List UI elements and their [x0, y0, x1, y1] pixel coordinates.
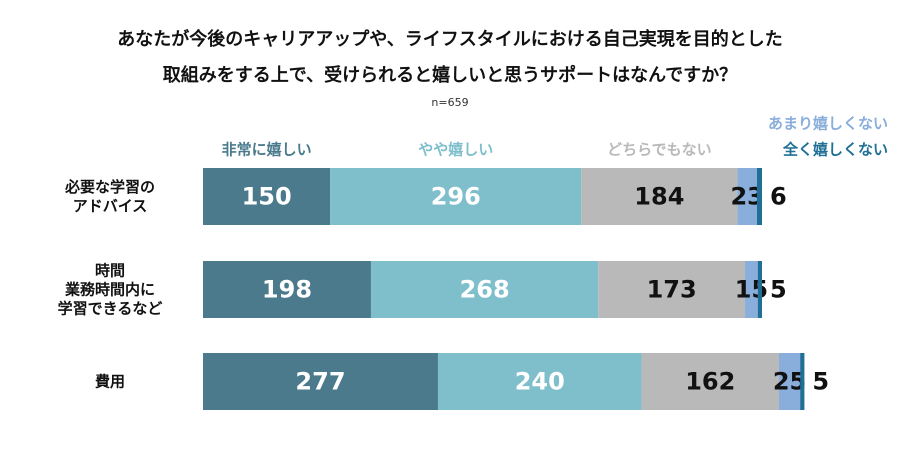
- chart-title: 取組みをする上で、受けられると嬉しいと思うサポートはなんですか？: [163, 64, 737, 86]
- bar-segment: [370, 261, 599, 318]
- category-label: 費用: [94, 372, 125, 390]
- bar-segment: [778, 353, 801, 410]
- legend-label: どちらでもない: [607, 141, 712, 159]
- category-label: 必要な学習の アドバイス: [64, 177, 155, 215]
- bar-segment: [203, 168, 331, 225]
- bar-segment: [598, 261, 746, 318]
- bar-segment: [437, 353, 642, 410]
- legend-label: 全く嬉しくない: [782, 141, 888, 159]
- value-label: 6: [770, 183, 787, 211]
- value-label: 150: [242, 183, 292, 211]
- category-label: 時間 業務時間内に 学習できるなど: [57, 261, 163, 317]
- bar-segment: [203, 261, 371, 318]
- value-label: 5: [812, 368, 829, 396]
- bar-segment: [800, 353, 805, 410]
- bar-segment: [756, 168, 762, 225]
- bar-segment: [641, 353, 779, 410]
- value-label: 277: [295, 368, 345, 396]
- bar-segment: [581, 168, 738, 225]
- value-label: 184: [634, 183, 684, 211]
- bar-segment: [203, 353, 438, 410]
- bar-segment: [737, 168, 757, 225]
- bar-segment: [330, 168, 582, 225]
- value-label: 173: [647, 276, 697, 304]
- chart-title: あなたが今後のキャリアアップや、ライフスタイルにおける自己実現を目的とした: [117, 28, 782, 50]
- legend-label: やや嬉しい: [418, 141, 493, 159]
- value-label: 15: [735, 276, 768, 304]
- value-label: 296: [431, 183, 481, 211]
- value-label: 198: [262, 276, 312, 304]
- legend-label: あまり嬉しくない: [768, 115, 888, 133]
- bar-segment: [757, 261, 762, 318]
- sample-note: n=659: [431, 96, 468, 109]
- legend-label: 非常に嬉しい: [222, 141, 312, 159]
- value-label: 268: [460, 276, 510, 304]
- bar-segment: [745, 261, 758, 318]
- value-label: 162: [685, 368, 735, 396]
- value-label: 240: [515, 368, 565, 396]
- value-label: 5: [770, 276, 787, 304]
